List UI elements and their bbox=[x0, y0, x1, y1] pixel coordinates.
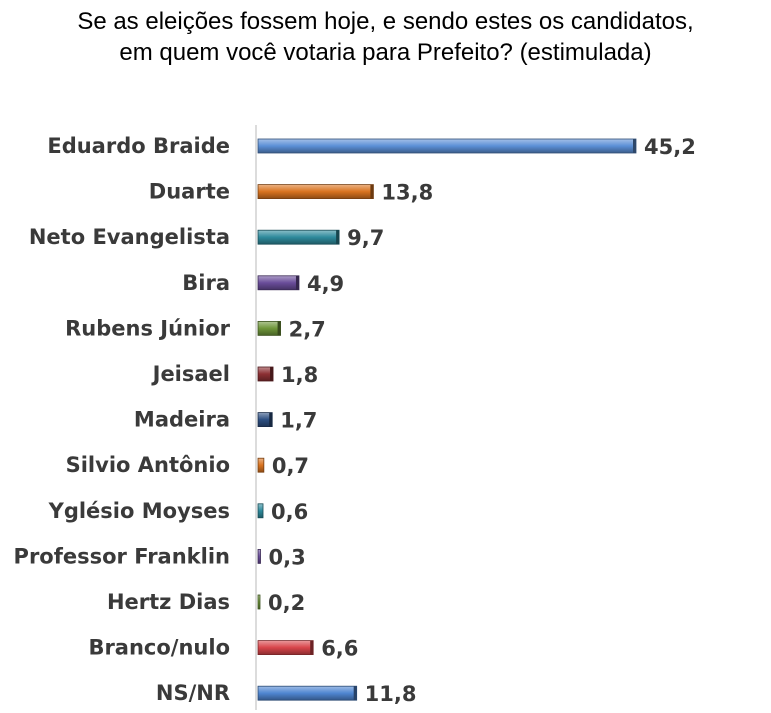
category-label: Silvio Antônio bbox=[66, 453, 230, 477]
value-label: 2,7 bbox=[289, 317, 326, 341]
value-label: 0,7 bbox=[272, 454, 309, 478]
bar-end-cap bbox=[295, 275, 299, 290]
value-label: 4,9 bbox=[307, 272, 344, 296]
category-label: Jeisael bbox=[151, 362, 230, 386]
value-label: 11,8 bbox=[365, 682, 417, 706]
chart-title-line-1: Se as eleições fossem hoje, e sendo este… bbox=[77, 8, 694, 35]
category-label: Professor Franklin bbox=[14, 544, 230, 568]
value-label: 9,7 bbox=[347, 226, 384, 250]
category-label: Neto Evangelista bbox=[29, 225, 230, 249]
bar bbox=[257, 457, 265, 473]
value-label: 1,8 bbox=[281, 363, 318, 387]
bar bbox=[257, 320, 281, 336]
bar bbox=[257, 138, 637, 154]
bar-end-cap bbox=[353, 686, 357, 701]
value-label: 6,6 bbox=[321, 637, 358, 661]
chart-title-line-2: em quem você votaria para Prefeito? (est… bbox=[119, 39, 652, 66]
category-label: Madeira bbox=[134, 408, 230, 432]
bar-end-cap bbox=[336, 230, 340, 245]
value-label: 13,8 bbox=[381, 181, 433, 205]
category-label: NS/NR bbox=[156, 681, 230, 705]
bar bbox=[257, 503, 264, 519]
bar bbox=[257, 594, 261, 610]
category-label: Duarte bbox=[149, 180, 230, 204]
bar-end-cap bbox=[370, 184, 374, 199]
bar-end-cap bbox=[277, 321, 281, 336]
category-label: Eduardo Braide bbox=[47, 134, 230, 158]
bar bbox=[257, 640, 314, 655]
bar bbox=[257, 685, 358, 701]
bar-end-cap bbox=[633, 139, 636, 153]
value-label: 45,2 bbox=[644, 135, 696, 159]
bar-end-cap bbox=[270, 367, 274, 381]
value-label: 0,6 bbox=[271, 500, 308, 524]
bar bbox=[257, 549, 261, 564]
category-label: Hertz Dias bbox=[107, 590, 230, 614]
bar bbox=[257, 275, 300, 291]
bar-end-cap bbox=[310, 640, 314, 655]
bar-end-cap bbox=[269, 412, 273, 427]
value-label: 0,2 bbox=[268, 591, 305, 615]
value-label: 1,7 bbox=[280, 409, 317, 433]
category-label: Yglésio Moyses bbox=[48, 499, 230, 523]
bar bbox=[257, 229, 340, 245]
chart-title: Se as eleições fossem hoje, e sendo este… bbox=[0, 6, 771, 68]
category-label: Branco/nulo bbox=[88, 636, 230, 660]
category-label: Bira bbox=[182, 271, 230, 295]
value-label: 0,3 bbox=[269, 545, 306, 569]
category-label: Rubens Júnior bbox=[65, 316, 230, 340]
bar bbox=[257, 184, 374, 200]
